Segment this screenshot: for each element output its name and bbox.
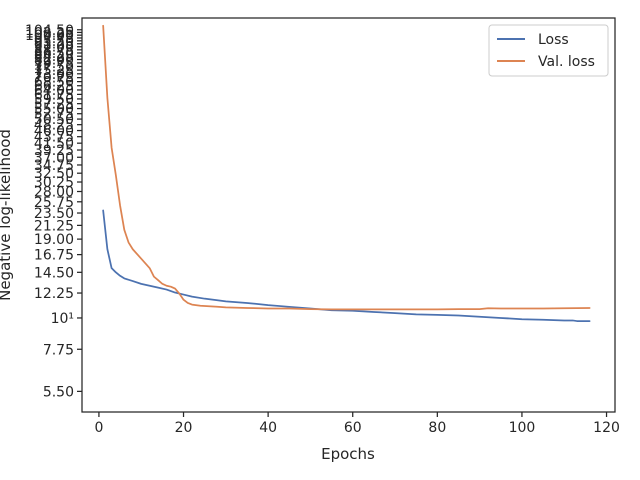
y-tick-label: 59.50: [34, 92, 74, 108]
y-tick-label: 95.50: [34, 34, 74, 50]
y-tick-label: 19.00: [34, 232, 74, 248]
y-tick-label: 50.50: [34, 112, 74, 128]
legend-label-val-loss: Val. loss: [538, 54, 595, 70]
x-tick-label: 60: [344, 420, 362, 436]
series-layer: [102, 24, 591, 322]
y-tick-label: 86.50: [34, 46, 74, 62]
series-line-loss: [102, 209, 591, 322]
y-axis-ticks: 5.50 7.75 10¹ 12.25 14.5016.7519.0021.2523.5…: [25, 23, 82, 400]
y-tick-label: 10¹: [51, 311, 74, 327]
legend-label-loss: Loss: [538, 32, 569, 48]
y-tick-label: 97.75: [34, 31, 74, 47]
legend: Loss Val. loss: [488, 24, 609, 77]
y-tick-label: 25.75: [34, 195, 74, 211]
y-tick-label: 7.75: [43, 342, 74, 358]
y-tick-label: 23.50: [34, 206, 74, 222]
x-tick-label: 20: [175, 420, 193, 436]
x-tick-label: 0: [94, 420, 103, 436]
y-tick-label: 14.50: [34, 265, 74, 281]
y-tick-label: 84.25: [34, 49, 74, 65]
x-tick-label: 120: [593, 420, 620, 436]
y-tick-label: 43.75: [34, 130, 74, 146]
y-tick-label: 16.75: [34, 248, 74, 264]
y-tick-label: 79.75: [34, 56, 74, 72]
plot-frame: [81, 17, 616, 413]
y-tick-label: 21.25: [34, 218, 74, 234]
y-tick-label: 52.75: [34, 107, 74, 123]
y-tick-label: 57.25: [34, 97, 74, 113]
y-tick-label: 104.50: [25, 23, 74, 39]
x-tick-label: 80: [428, 420, 446, 436]
y-tick-label: 100.00: [25, 28, 74, 44]
y-tick-label: 77.50: [34, 59, 74, 75]
y-tick-label: 41.50: [34, 136, 74, 152]
y-tick-label: 46.00: [34, 124, 74, 140]
series-line-val-loss: [102, 24, 591, 311]
y-tick-label: 5.50: [43, 384, 74, 400]
legend-box: [488, 24, 609, 77]
y-tick-label: 82.00: [34, 53, 74, 69]
y-tick-label: 68.50: [34, 75, 74, 91]
y-tick-label: 37.00: [34, 150, 74, 166]
y-tick-label: 48.25: [34, 118, 74, 134]
y-tick-label: 39.25: [34, 143, 74, 159]
y-tick-label: 66.25: [34, 79, 74, 95]
y-tick-label: 12.25: [34, 286, 74, 302]
x-axis-ticks: 0 20 40 60 80 100 120: [94, 412, 620, 436]
y-axis-label: Negative log-likelihood: [0, 129, 14, 301]
y-tick-label: 91.00: [34, 40, 74, 56]
x-tick-label: 40: [259, 420, 277, 436]
y-tick-label: 102.25: [25, 25, 74, 41]
y-tick-label: 73.00: [34, 67, 74, 83]
y-tick-label: 88.75: [34, 43, 74, 59]
x-tick-label: 100: [509, 420, 536, 436]
y-tick-label: 93.25: [34, 37, 74, 53]
x-axis-label: Epochs: [321, 445, 375, 463]
plot-area: [82, 18, 615, 412]
y-tick-label: 70.75: [34, 71, 74, 87]
y-tick-label: 32.50: [34, 166, 74, 182]
y-tick-label: 30.25: [34, 175, 74, 191]
y-tick-label: 28.00: [34, 185, 74, 201]
y-tick-label: 34.75: [34, 158, 74, 174]
y-tick-label: 61.75: [34, 87, 74, 103]
y-tick-label: 55.00: [34, 102, 74, 118]
y-tick-label: 64.00: [34, 83, 74, 99]
y-tick-label: 75.25: [34, 63, 74, 79]
